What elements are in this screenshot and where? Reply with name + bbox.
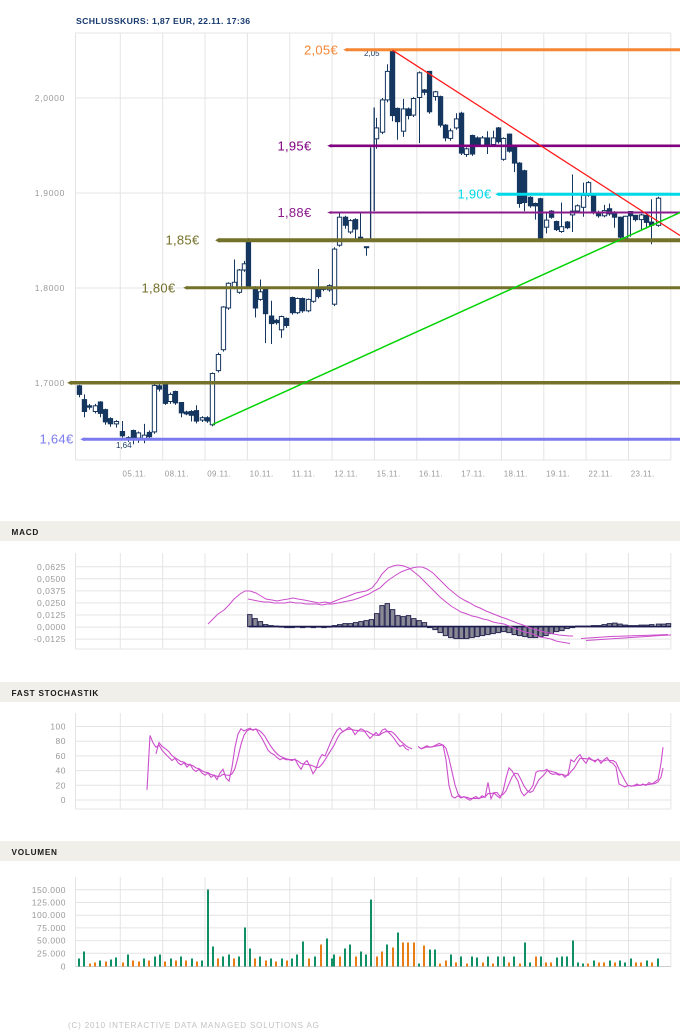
svg-text:75.000: 75.000 <box>37 923 66 933</box>
svg-text:0,0625: 0,0625 <box>37 562 66 572</box>
svg-text:09.11.: 09.11. <box>207 470 231 479</box>
svg-text:1,64€: 1,64€ <box>39 432 74 447</box>
svg-text:0: 0 <box>61 961 66 971</box>
svg-text:VOLUMEN: VOLUMEN <box>12 848 58 857</box>
svg-text:0,0375: 0,0375 <box>37 586 66 596</box>
svg-text:80: 80 <box>56 736 66 746</box>
svg-text:22.11.: 22.11. <box>588 470 612 479</box>
svg-text:2,0000: 2,0000 <box>35 93 65 103</box>
svg-text:17.11.: 17.11. <box>461 470 485 479</box>
svg-text:18.11.: 18.11. <box>504 470 528 479</box>
svg-text:20: 20 <box>56 780 66 790</box>
svg-text:60: 60 <box>56 751 66 761</box>
svg-text:08.11.: 08.11. <box>165 470 189 479</box>
svg-text:23.11.: 23.11. <box>631 470 655 479</box>
svg-text:MACD: MACD <box>12 528 40 537</box>
svg-text:1,95€: 1,95€ <box>277 138 312 153</box>
svg-text:1,85€: 1,85€ <box>165 233 200 248</box>
svg-text:1,7000: 1,7000 <box>35 378 65 388</box>
svg-text:2,05€: 2,05€ <box>304 42 339 57</box>
svg-text:19.11.: 19.11. <box>546 470 570 479</box>
svg-text:SCHLUSSKURS: 1,87 EUR, 22.11.: SCHLUSSKURS: 1,87 EUR, 22.11. 17:36 <box>76 16 250 26</box>
svg-text:1,80€: 1,80€ <box>141 280 176 295</box>
svg-text:-0,0125: -0,0125 <box>34 634 66 644</box>
svg-text:125.000: 125.000 <box>32 898 66 908</box>
svg-text:1,64: 1,64 <box>116 441 132 450</box>
svg-text:10.11.: 10.11. <box>250 470 274 479</box>
svg-text:100: 100 <box>50 722 66 732</box>
svg-text:0: 0 <box>61 795 66 805</box>
svg-text:15.11.: 15.11. <box>377 470 401 479</box>
svg-text:0,0500: 0,0500 <box>37 574 66 584</box>
svg-text:1,88€: 1,88€ <box>277 205 312 220</box>
svg-text:25.000: 25.000 <box>37 948 66 958</box>
svg-text:05.11.: 05.11. <box>123 470 147 479</box>
svg-text:11.11.: 11.11. <box>292 470 315 479</box>
svg-text:2,05: 2,05 <box>364 49 380 58</box>
svg-text:12.11.: 12.11. <box>334 470 358 479</box>
svg-text:1,9000: 1,9000 <box>35 188 65 198</box>
svg-text:50.000: 50.000 <box>37 936 66 946</box>
svg-text:0,0125: 0,0125 <box>37 610 66 620</box>
svg-text:0,0250: 0,0250 <box>37 598 66 608</box>
svg-text:16.11.: 16.11. <box>419 470 443 479</box>
svg-text:150.000: 150.000 <box>32 885 66 895</box>
svg-text:40: 40 <box>56 766 66 776</box>
svg-text:(C) 2010 INTERACTIVE DATA MANA: (C) 2010 INTERACTIVE DATA MANAGED SOLUTI… <box>68 1021 320 1030</box>
svg-text:FAST STOCHASTIK: FAST STOCHASTIK <box>12 689 100 698</box>
svg-text:0,0000: 0,0000 <box>37 622 66 632</box>
svg-text:1,90€: 1,90€ <box>457 187 492 202</box>
svg-text:100.000: 100.000 <box>32 910 66 920</box>
svg-text:1,8000: 1,8000 <box>35 283 65 293</box>
